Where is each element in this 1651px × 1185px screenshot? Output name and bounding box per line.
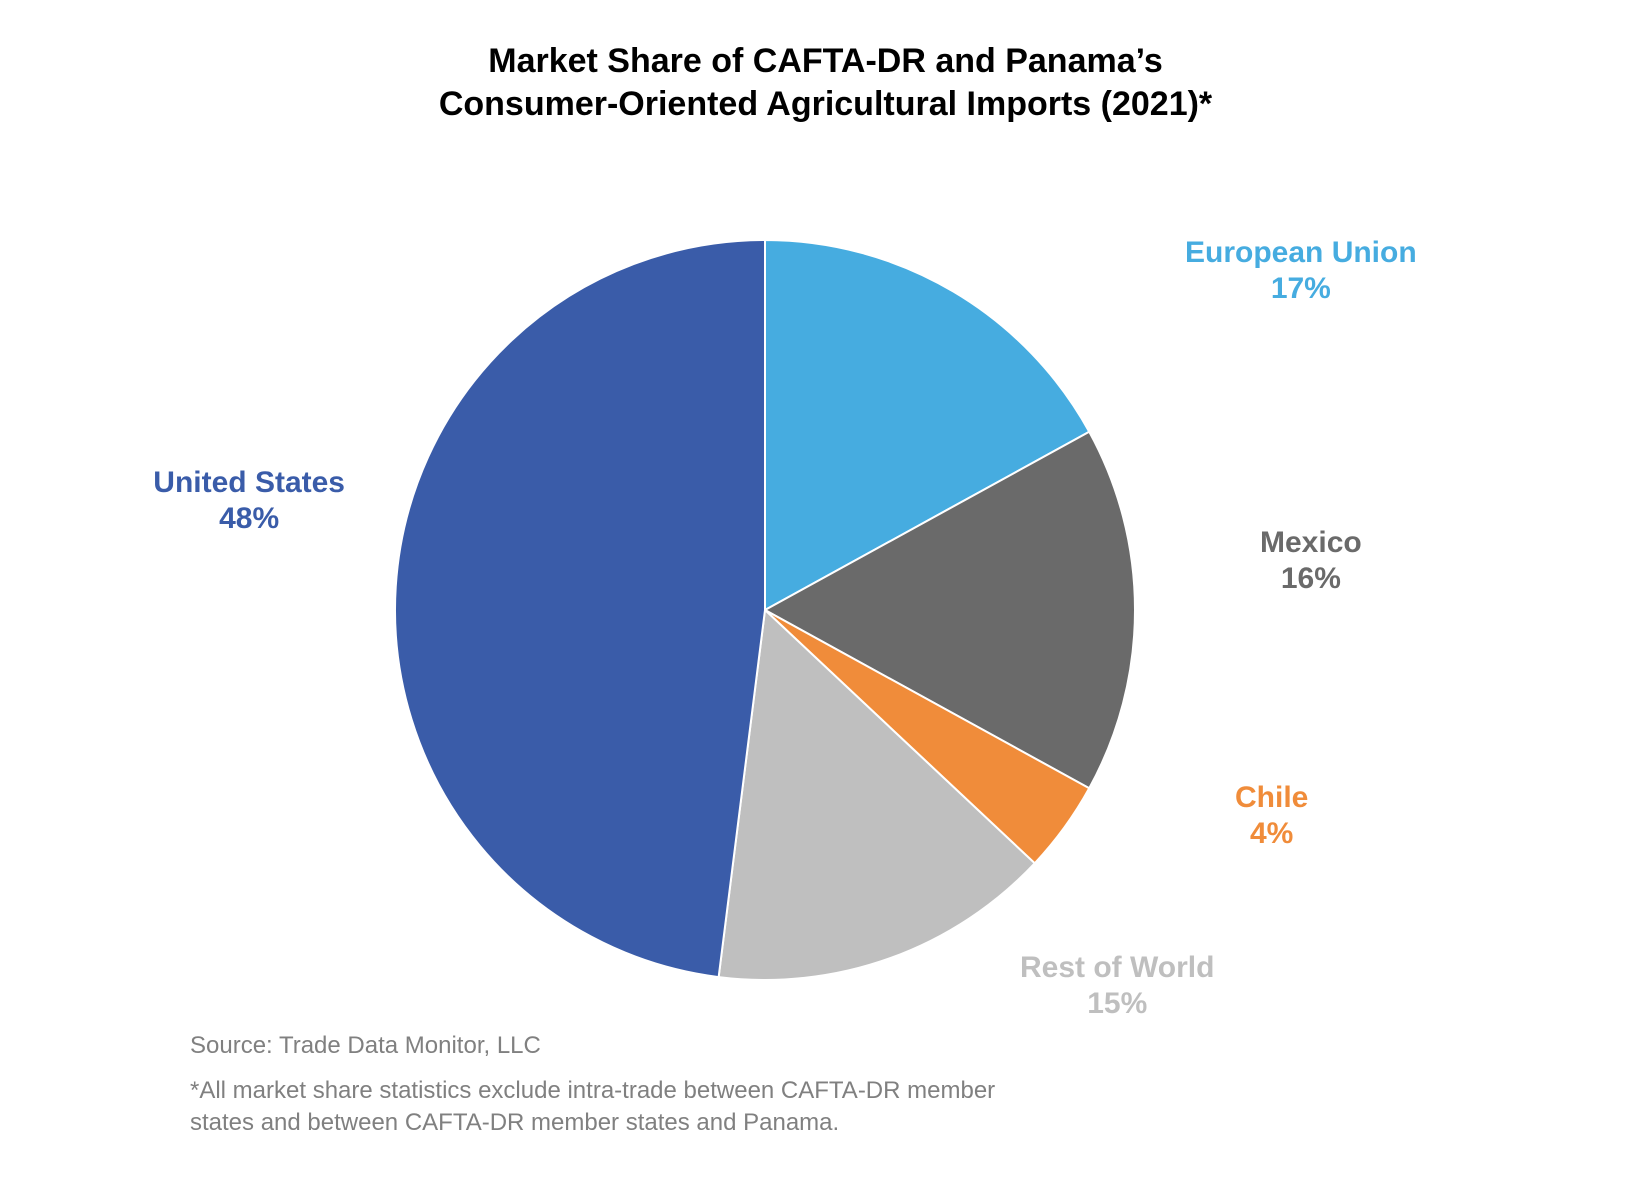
- slice-label-name: Mexico: [1260, 526, 1362, 559]
- slice-label-name: Rest of World: [1020, 951, 1214, 984]
- footnote-note-line1: *All market share statistics exclude int…: [190, 1077, 995, 1104]
- footnote-source-text: Source: Trade Data Monitor, LLC: [190, 1032, 541, 1059]
- slice-label-name: United States: [153, 466, 345, 499]
- slice-label-pct: 17%: [1185, 271, 1417, 307]
- slice-label-pct: 48%: [153, 501, 345, 537]
- footnote-note: *All market share statistics exclude int…: [190, 1075, 995, 1140]
- slice-label-pct: 15%: [1020, 986, 1214, 1022]
- chart-title-line2: Consumer-Oriented Agricultural Imports (…: [439, 85, 1212, 123]
- chart-title-line1: Market Share of CAFTA-DR and Panama’s: [488, 42, 1162, 80]
- slice-label-pct: 16%: [1260, 561, 1362, 597]
- slice-label-pct: 4%: [1235, 816, 1308, 852]
- pie-slice: [395, 240, 765, 977]
- slice-label: Chile4%: [1235, 780, 1308, 852]
- slice-label-name: European Union: [1185, 236, 1417, 269]
- slice-label-name: Chile: [1235, 781, 1308, 814]
- slice-label: European Union17%: [1185, 235, 1417, 307]
- slice-label: Rest of World15%: [1020, 950, 1214, 1022]
- footnote-note-line2: states and between CAFTA-DR member state…: [190, 1109, 839, 1136]
- slice-label: United States48%: [153, 465, 345, 537]
- chart-container: Market Share of CAFTA-DR and Panama’s Co…: [0, 0, 1651, 1185]
- slice-label: Mexico16%: [1260, 525, 1362, 597]
- footnote-source: Source: Trade Data Monitor, LLC: [190, 1030, 541, 1062]
- pie-chart: [395, 240, 1135, 980]
- chart-title: Market Share of CAFTA-DR and Panama’s Co…: [0, 40, 1651, 125]
